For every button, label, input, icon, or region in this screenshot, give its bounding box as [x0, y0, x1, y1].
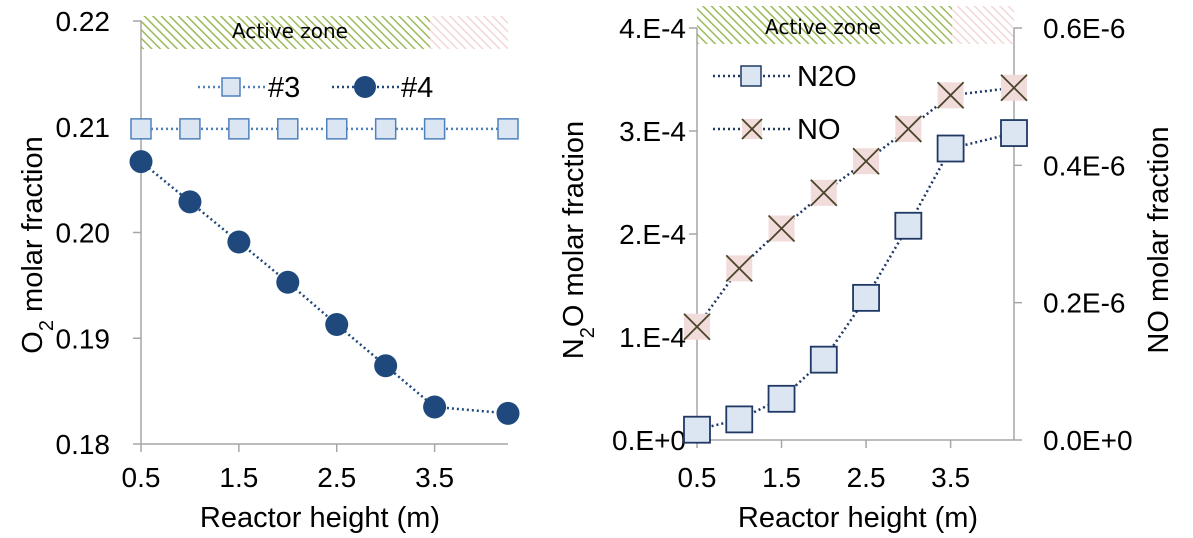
x-tick-label: 3.5 [415, 462, 454, 493]
nox-chart: Active zone 0.E+0 1.E-4 2.E-4 3.E-4 4.E-4 0.0… [558, 6, 1175, 534]
data-point-square [497, 118, 519, 140]
data-point-square [725, 405, 754, 434]
y-tick-label: 0.18 [56, 429, 111, 460]
y-tick-label: 0.19 [56, 323, 111, 354]
y-tick-label: 0.20 [56, 218, 111, 249]
x-tick-label: 2.5 [847, 462, 886, 493]
data-point-square [179, 118, 201, 140]
data-point-square [228, 118, 250, 140]
data-point-square [894, 211, 923, 240]
legend: N2O NO [713, 61, 857, 146]
data-point-x [725, 254, 753, 282]
data-point-square [130, 118, 152, 140]
data-point-square [1000, 119, 1028, 147]
data-point-x [852, 147, 880, 175]
data-point-square [809, 345, 838, 374]
legend: #3 #4 [198, 72, 433, 104]
left-y-axis-title: N2O molar fraction [558, 121, 599, 359]
data-point-x [683, 313, 711, 341]
x-tick-label: 1.5 [762, 462, 801, 493]
data-point-square [936, 134, 965, 163]
x-tick-label: 0.5 [678, 462, 717, 493]
data-point-square [374, 118, 397, 140]
inactive-zone-band [952, 6, 1014, 44]
y-tick-label: 0.21 [56, 112, 111, 143]
legend-x-marker [741, 118, 763, 140]
left-y-tick-label: 4.E-4 [619, 13, 686, 44]
data-point-square [423, 118, 446, 140]
data-point-square [277, 118, 299, 140]
x-axis-title: Reactor height (m) [738, 502, 978, 534]
series-line-0 [696, 131, 1015, 431]
right-y-axis-title: NO molar fraction [1143, 126, 1175, 353]
legend-label-n2o: N2O [797, 61, 857, 93]
left-y-tick-label: 3.E-4 [619, 116, 686, 147]
right-y-tick-label: 0.6E-6 [1043, 13, 1126, 44]
data-point-circle [496, 401, 520, 425]
legend-label-4: #4 [401, 72, 433, 104]
legend-label-3: #3 [268, 72, 300, 104]
data-point-square [852, 283, 880, 312]
right-y-tick-label: 0.2E-6 [1043, 288, 1126, 319]
data-point-x [767, 214, 796, 243]
x-tick-label: 3.5 [931, 462, 970, 493]
data-point-circle [325, 313, 349, 337]
data-point-square [767, 384, 796, 413]
x-axis-title: Reactor height (m) [200, 502, 440, 534]
legend-label-no: NO [797, 114, 841, 146]
active-zone-band [697, 6, 952, 44]
active-zone-label: Active zone [765, 15, 881, 39]
legend-square-marker [221, 77, 241, 97]
active-zone-band [141, 16, 430, 49]
data-point-x [1000, 74, 1028, 102]
y-tick-label: 0.22 [56, 6, 111, 37]
legend-circle-marker [354, 76, 376, 98]
left-y-tick-label: 2.E-4 [619, 219, 686, 250]
data-point-circle [178, 190, 202, 214]
active-zone-label: Active zone [232, 19, 348, 43]
inactive-zone-band [430, 16, 508, 49]
data-point-circle [129, 150, 153, 174]
data-point-x [936, 81, 965, 109]
data-point-x [810, 179, 838, 207]
x-tick-label: 1.5 [219, 462, 258, 493]
left-y-tick-label: 0.E+0 [612, 425, 686, 456]
data-point-square [325, 118, 348, 140]
y-axis-title: O2 molar fraction [17, 136, 58, 353]
data-point-square [683, 415, 711, 444]
right-y-tick-label: 0.0E+0 [1043, 425, 1133, 456]
right-y-tick-label: 0.4E-6 [1043, 150, 1126, 181]
data-point-circle [423, 395, 447, 419]
left-y-tick-label: 1.E-4 [619, 322, 686, 353]
data-point-circle [374, 354, 398, 378]
o2-chart: Active zone 0.18 0.19 0.20 0.21 0.22 0.5 1.5 2.… [17, 6, 520, 534]
data-point-circle [227, 230, 251, 254]
x-tick-label: 0.5 [122, 462, 161, 493]
data-point-x [894, 115, 922, 143]
legend-square-marker [740, 65, 762, 87]
data-point-circle [276, 270, 300, 294]
x-tick-label: 2.5 [317, 462, 356, 493]
